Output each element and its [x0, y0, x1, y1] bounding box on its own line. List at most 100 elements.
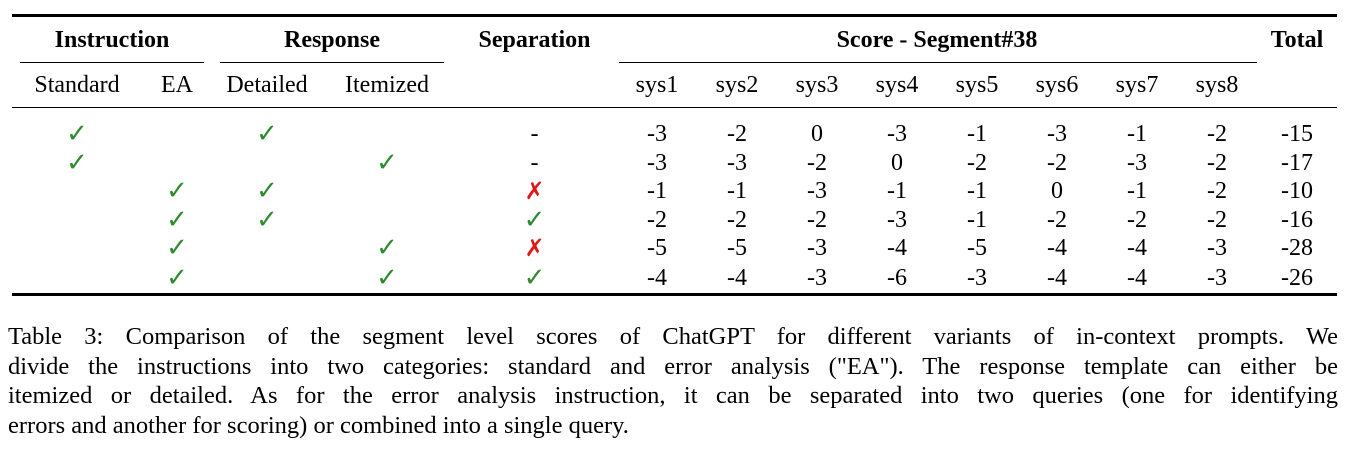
sys-header: sys5	[955, 72, 999, 98]
standard-cell: ✓	[66, 147, 88, 178]
score-cell: -5	[967, 235, 987, 262]
score-cell: 0	[811, 121, 823, 148]
score-cell: -2	[1207, 121, 1227, 148]
sys-header: sys2	[715, 72, 759, 98]
score-cell: -1	[887, 178, 907, 205]
sys-header: sys3	[795, 72, 839, 98]
detailed-cell	[212, 234, 322, 263]
score-cell: 0	[1051, 178, 1063, 205]
score-cell: -3	[647, 121, 667, 148]
score-cell: -1	[1127, 121, 1147, 148]
ea-cell	[142, 149, 212, 178]
detailed-cell	[212, 149, 322, 178]
standard-cell	[12, 234, 142, 263]
score-cell: -1	[967, 121, 987, 148]
ea-cell: ✓	[166, 176, 188, 207]
score-cell: -3	[727, 149, 747, 176]
standard-cell	[12, 263, 142, 295]
itemized-cell: ✓	[376, 147, 398, 178]
table-row: ✓ ✓ ✓ -4 -4 -3 -6 -3 -4 -4 -3 -26	[12, 262, 1337, 295]
score-cell: -3	[1047, 121, 1067, 148]
sys-header: sys1	[635, 72, 679, 98]
header-rule	[12, 107, 1337, 108]
total-cell: -10	[1281, 178, 1313, 205]
score-cell: -2	[1207, 149, 1227, 176]
score-cell: -1	[727, 178, 747, 205]
standard-cell	[12, 206, 142, 235]
score-cell: -4	[1047, 235, 1067, 262]
itemized-cell	[322, 177, 452, 206]
score-cell: -2	[807, 149, 827, 176]
separation-cell: ✗	[524, 177, 545, 206]
score-cell: -2	[1207, 178, 1227, 205]
instruction-group-header: Instruction	[12, 16, 212, 63]
score-cell: -5	[727, 235, 747, 262]
ea-cell: ✓	[166, 233, 188, 264]
total-header: Total	[1270, 27, 1324, 53]
score-cell: -3	[1207, 264, 1227, 291]
score-cell: -4	[1127, 264, 1147, 291]
score-cell: -1	[967, 178, 987, 205]
total-cell: -15	[1281, 121, 1313, 148]
response-group-header: Response	[212, 16, 452, 63]
score-cell: -4	[647, 264, 667, 291]
score-cell: -2	[1047, 206, 1067, 233]
table-caption: Table 3: Comparison of the segment level…	[8, 322, 1338, 440]
sys-header: sys8	[1195, 72, 1239, 98]
sys-header: sys6	[1035, 72, 1079, 98]
itemized-cell	[322, 120, 452, 149]
detailed-cell: ✓	[256, 119, 278, 150]
caption-line: errors and another for scoring) or combi…	[8, 411, 629, 439]
score-cell: -2	[727, 121, 747, 148]
total-cell: -16	[1281, 206, 1313, 233]
score-cell: -6	[887, 264, 907, 291]
results-table: Instruction Response Separation Score - …	[12, 14, 1337, 296]
separation-cell: -	[530, 121, 539, 148]
table-body: ✓ ✓ - -3 -2 0 -3 -1 -3 -1 -2 -15 ✓ ✓ - -3 -3 -2 0 -2 -2 -3 -2-…	[12, 120, 1337, 294]
detailed-cell	[212, 263, 322, 295]
table-row: ✓ ✓ - -3 -2 0 -3 -1 -3 -1 -2 -15	[12, 120, 1337, 149]
score-cell: -4	[727, 264, 747, 291]
score-cell: -4	[1127, 235, 1147, 262]
score-cell: -2	[967, 149, 987, 176]
total-cell: -26	[1281, 264, 1313, 291]
detailed-cell: ✓	[256, 176, 278, 207]
ea-cell: ✓	[166, 262, 188, 293]
ea-header: EA	[161, 72, 193, 98]
caption-line: itemized or detailed. As for the error a…	[8, 382, 1338, 409]
score-group-header: Score - Segment#38	[617, 16, 1257, 63]
score-cell: -1	[1127, 178, 1147, 205]
score-cell: -3	[887, 121, 907, 148]
score-cell: -3	[967, 264, 987, 291]
score-cell: -1	[647, 178, 667, 205]
score-cell: -2	[647, 206, 667, 233]
score-cell: -3	[1127, 149, 1147, 176]
score-cell: -4	[1047, 264, 1067, 291]
separation-cell: ✓	[523, 204, 546, 235]
separation-cell: ✓	[523, 262, 546, 293]
separation-cell: ✗	[524, 234, 545, 263]
separation-header: Separation	[478, 27, 591, 53]
score-cell: -2	[1047, 149, 1067, 176]
standard-cell	[12, 177, 142, 206]
detailed-header: Detailed	[226, 72, 308, 98]
score-cell: -3	[807, 264, 827, 291]
itemized-header: Itemized	[345, 72, 429, 98]
caption-line: divide the instructions into two categor…	[8, 352, 1338, 380]
score-cell: -3	[887, 206, 907, 233]
itemized-cell: ✓	[376, 262, 398, 293]
table-row: ✓ ✓ ✗ -1 -1 -3 -1 -1 0 -1 -2 -10	[12, 177, 1337, 206]
score-cell: -3	[647, 149, 667, 176]
score-cell: -1	[967, 206, 987, 233]
total-cell: -17	[1281, 149, 1313, 176]
ea-cell	[142, 120, 212, 149]
score-cell: -2	[1127, 206, 1147, 233]
detailed-cell: ✓	[256, 204, 278, 235]
score-cell: -3	[1207, 235, 1227, 262]
itemized-cell	[322, 206, 452, 235]
group-header-row: Instruction Response Separation Score - …	[12, 15, 1337, 63]
itemized-cell: ✓	[376, 233, 398, 264]
table-row: ✓ ✓ - -3 -3 -2 0 -2 -2 -3 -2 -17	[12, 149, 1337, 178]
sys-header: sys4	[875, 72, 919, 98]
